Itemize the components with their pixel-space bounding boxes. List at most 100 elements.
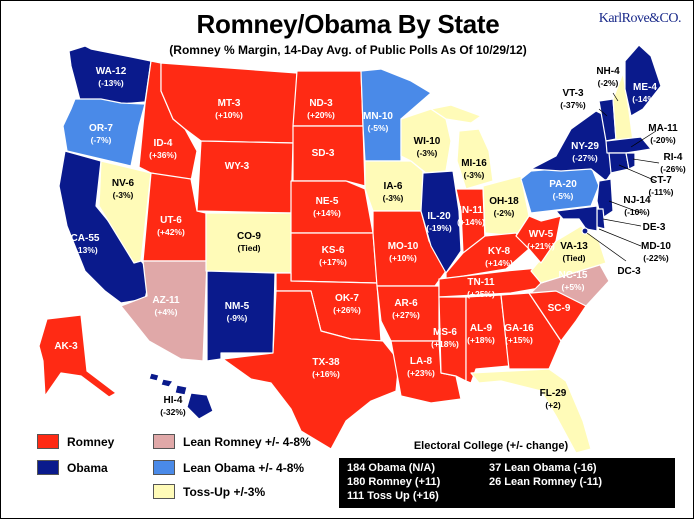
label-ri: RI-4 (-26%): [660, 152, 686, 174]
ec-line-lean-obama: 37 Lean Obama (-16): [489, 462, 597, 474]
legend-swatch-romney: [37, 434, 59, 449]
label-in: IN-11 (+14%): [457, 205, 485, 227]
label-nm: NM-5 (-9%): [225, 301, 250, 323]
label-wy: WY-3: [225, 161, 250, 172]
state-ca: [58, 150, 152, 304]
legend-swatch-lean-obama: [153, 460, 175, 475]
ec-line-obama: 184 Obama (N/A): [347, 462, 436, 474]
page-title: Romney/Obama By State: [196, 9, 500, 39]
state-hi-4: [174, 384, 188, 396]
state-ms: [438, 296, 467, 382]
state-az: [120, 260, 208, 362]
label-ok: OK-7 (+26%): [333, 293, 361, 315]
label-al: AL-9 (+18%): [467, 323, 495, 345]
label-ar: AR-6 (+27%): [392, 298, 420, 320]
ec-line-lean-romney: 26 Lean Romney (-11): [489, 476, 603, 488]
state-ri: [625, 152, 636, 170]
legend-item-tossup: Toss-Up +/-3%: [153, 484, 265, 499]
legend-item-lean-obama: Lean Obama +/- 4-8%: [153, 460, 304, 475]
label-az: AZ-11 (+4%): [152, 295, 180, 317]
label-tn: TN-11 (+25%): [467, 277, 495, 299]
page-subtitle: (Romney % Margin, 14-Day Avg. of Public …: [169, 43, 527, 57]
legend-swatch-lean-romney: [153, 434, 175, 449]
legend-item-lean-romney: Lean Romney +/- 4-8%: [153, 434, 311, 449]
legend-label: Obama: [67, 460, 108, 475]
legend-label: Romney: [67, 434, 115, 449]
state-la: [390, 340, 462, 404]
state-hi-1: [148, 372, 160, 382]
label-wa: WA-12 (-13%): [96, 66, 127, 88]
state-nh: [612, 72, 634, 142]
label-dc: DC-3: [617, 266, 641, 277]
label-mi: MI-16 (-3%): [461, 158, 487, 180]
label-tx: TX-38 (+16%): [312, 357, 340, 379]
label-de: DE-3: [643, 222, 666, 233]
state-mi: [456, 128, 494, 190]
label-nc: NC-15 (+5%): [559, 270, 588, 292]
label-ma: MA-11 (-20%): [648, 123, 678, 145]
label-wv: WV-5 (+21%): [527, 229, 555, 251]
state-nm: [206, 270, 276, 362]
legend-swatch-tossup: [153, 484, 175, 499]
label-ks: KS-6 (+17%): [319, 245, 347, 267]
label-mn: MN-10 (-5%): [363, 111, 393, 133]
legend-label: Toss-Up +/-3%: [183, 484, 266, 499]
state-nv: [98, 160, 152, 264]
label-vt: VT-3 (-37%): [560, 88, 586, 110]
state-ne: [290, 180, 374, 234]
label-va: VA-13 (Tied): [560, 241, 588, 263]
label-ny: NY-29 (-27%): [571, 141, 599, 163]
label-nd: ND-3 (+20%): [307, 98, 335, 120]
label-id: ID-4 (+36%): [149, 138, 177, 160]
state-tx: [222, 290, 400, 450]
label-ms: MS-6 (+18%): [431, 327, 459, 349]
label-fl: FL-29 (+2): [540, 388, 567, 410]
state-me: [624, 44, 662, 117]
label-ky: KY-8 (+14%): [485, 246, 513, 268]
state-or: [62, 98, 146, 167]
label-pa: PA-20 (-5%): [549, 179, 577, 201]
label-co: CO-9 (Tied): [237, 231, 261, 253]
label-me: ME-4 (-14%): [632, 82, 658, 104]
label-sc: SC-9: [548, 303, 571, 314]
label-hi: HI-4 (-32%): [160, 395, 186, 417]
state-mi-up: [430, 104, 482, 124]
state-sd: [292, 125, 366, 187]
state-ga: [500, 292, 562, 370]
label-oh: OH-18 (-2%): [489, 196, 519, 218]
state-md: [555, 205, 598, 232]
ec-line-tossup: 111 Toss Up (+16): [347, 490, 439, 502]
label-nj: NJ-14 (-10%): [623, 195, 651, 217]
label-la: LA-8 (+23%): [407, 356, 435, 378]
label-nv: NV-6 (-3%): [112, 178, 135, 200]
label-ct: CT-7 (-11%): [648, 175, 673, 197]
label-ne: NE-5 (+14%): [313, 196, 341, 218]
legend-label: Lean Obama +/- 4-8%: [183, 460, 305, 475]
label-md: MD-10 (-22%): [641, 241, 671, 263]
label-ga: GA-16 (+15%): [504, 323, 534, 345]
label-sd: SD-3: [312, 148, 335, 159]
brand-logo: KarlRove&CO.: [598, 11, 682, 26]
label-il: IL-20 (-19%): [426, 211, 452, 233]
electoral-college-title: Electoral College (+/- change): [413, 440, 569, 452]
label-or: OR-7 (-7%): [89, 123, 113, 145]
label-mo: MO-10 (+10%): [388, 241, 419, 263]
ec-line-romney: 180 Romney (+11): [347, 476, 441, 488]
electoral-college-box: 184 Obama (N/A) 180 Romney (+11) 111 Tos…: [339, 458, 675, 508]
label-mt: MT-3 (+10%): [215, 98, 243, 120]
label-wi: WI-10 (-3%): [414, 136, 441, 158]
label-nh: NH-4 (-2%): [596, 66, 620, 88]
state-wy: [196, 140, 294, 214]
label-ca: CA-55 (-13%): [71, 233, 100, 255]
state-ak: [38, 314, 117, 398]
state-fl: [470, 368, 592, 454]
state-hi-3: [186, 392, 214, 420]
legend-item-obama: Obama: [37, 460, 108, 475]
state-hi-2: [160, 378, 174, 388]
label-ak: AK-3: [54, 341, 78, 352]
state-wv: [515, 215, 562, 264]
legend-swatch-obama: [37, 460, 59, 475]
state-dc: [581, 227, 589, 235]
